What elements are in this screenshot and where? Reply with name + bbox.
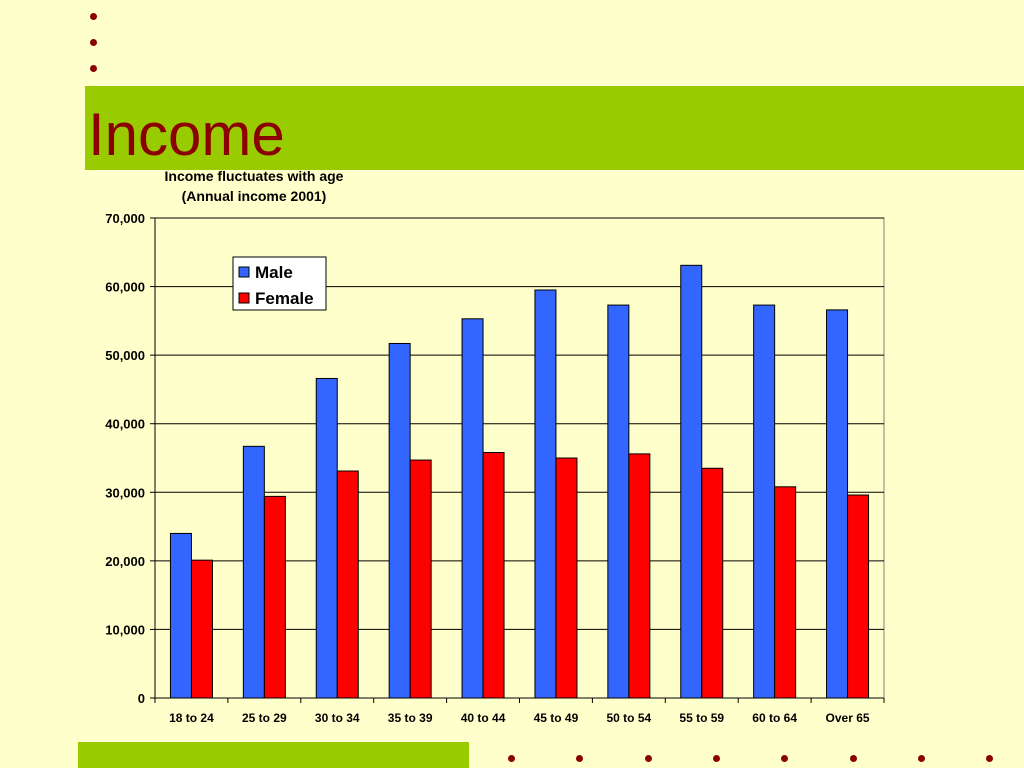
bullet-dot-icon xyxy=(850,755,857,762)
bar-female xyxy=(628,453,651,699)
x-tick-label: 55 to 59 xyxy=(679,711,724,725)
x-tick-label: 35 to 39 xyxy=(388,711,433,725)
slide-title: Income xyxy=(88,101,285,168)
y-tick-label: 0 xyxy=(138,691,145,706)
bullet-dot-icon xyxy=(986,755,993,762)
bar-female xyxy=(190,559,213,699)
x-tick-label: 50 to 54 xyxy=(606,711,651,725)
bar-female xyxy=(774,486,797,699)
x-tick-label: 18 to 24 xyxy=(169,711,214,725)
x-tick-label: Over 65 xyxy=(826,711,870,725)
bar-male xyxy=(753,304,776,699)
x-tick-label: 60 to 64 xyxy=(752,711,797,725)
bar-male xyxy=(607,304,630,699)
y-tick-label: 40,000 xyxy=(105,417,145,432)
y-tick-label: 30,000 xyxy=(105,485,145,500)
bar-female xyxy=(847,494,870,699)
bullet-dot-icon xyxy=(781,755,788,762)
chart-title: Income fluctuates with age xyxy=(165,168,344,184)
y-tick-label: 20,000 xyxy=(105,554,145,569)
bar-male xyxy=(169,532,192,699)
bar-male xyxy=(826,309,849,699)
title-band xyxy=(85,86,1024,170)
bullet-dot-icon xyxy=(90,13,97,20)
bullet-dot-icon xyxy=(508,755,515,762)
bar-male xyxy=(461,318,484,699)
bullet-dot-icon xyxy=(713,755,720,762)
x-tick-label: 30 to 34 xyxy=(315,711,360,725)
legend-label-male: Male xyxy=(255,263,293,282)
bar-male xyxy=(680,264,703,699)
bottom-band xyxy=(78,742,469,768)
bar-male xyxy=(534,289,557,699)
bullet-dot-icon xyxy=(90,65,97,72)
bar-male xyxy=(388,342,411,699)
bar-female xyxy=(482,452,505,699)
x-tick-label: 40 to 44 xyxy=(461,711,506,725)
bar-male xyxy=(315,377,338,699)
y-tick-label: 50,000 xyxy=(105,348,145,363)
bullet-dot-icon xyxy=(918,755,925,762)
legend-swatch-female xyxy=(238,292,250,304)
bullet-dot-icon xyxy=(645,755,652,762)
y-tick-label: 60,000 xyxy=(105,280,145,295)
bar-female xyxy=(701,467,724,699)
bar-female xyxy=(409,459,432,699)
x-tick-label: 45 to 49 xyxy=(534,711,579,725)
bar-female xyxy=(336,470,359,699)
bullet-dot-icon xyxy=(90,39,97,46)
bar-male xyxy=(242,445,265,699)
bullet-dot-icon xyxy=(576,755,583,762)
x-tick-label: 25 to 29 xyxy=(242,711,287,725)
bar-female xyxy=(555,457,578,699)
bar-female xyxy=(263,495,286,699)
y-tick-label: 70,000 xyxy=(105,211,145,226)
y-tick-label: 10,000 xyxy=(105,622,145,637)
legend-swatch-male xyxy=(238,266,250,278)
legend-label-female: Female xyxy=(255,289,314,308)
chart-subtitle: (Annual income 2001) xyxy=(182,188,327,204)
